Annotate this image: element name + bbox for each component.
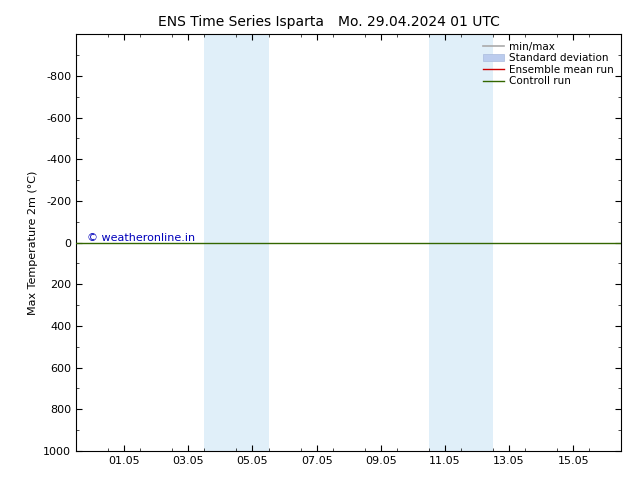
Legend: min/max, Standard deviation, Ensemble mean run, Controll run: min/max, Standard deviation, Ensemble me… xyxy=(481,40,616,88)
Bar xyxy=(429,34,461,451)
Bar xyxy=(204,34,236,451)
Y-axis label: Max Temperature 2m (°C): Max Temperature 2m (°C) xyxy=(28,171,37,315)
Text: Mo. 29.04.2024 01 UTC: Mo. 29.04.2024 01 UTC xyxy=(337,15,500,29)
Text: ENS Time Series Isparta: ENS Time Series Isparta xyxy=(158,15,324,29)
Bar xyxy=(461,34,493,451)
Bar xyxy=(236,34,269,451)
Text: © weatheronline.in: © weatheronline.in xyxy=(87,233,195,244)
